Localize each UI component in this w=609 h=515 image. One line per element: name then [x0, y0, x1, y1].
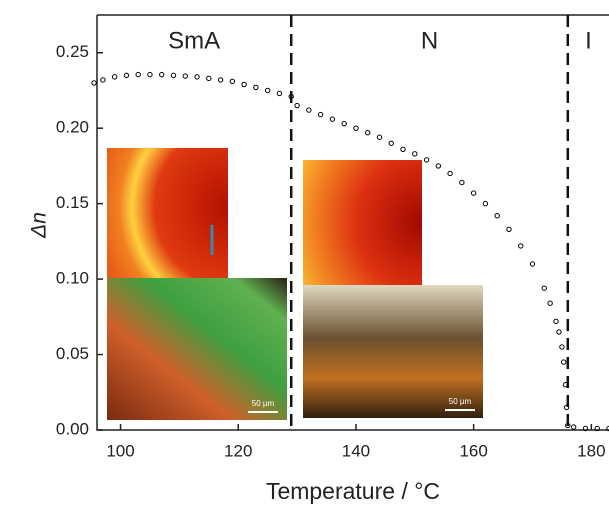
data-point	[136, 72, 140, 76]
data-point	[424, 158, 428, 162]
data-point	[295, 103, 299, 107]
data-point	[330, 117, 334, 121]
x-axis-label: Temperature / °C	[266, 478, 440, 504]
data-point	[254, 85, 258, 89]
data-point	[277, 91, 281, 95]
x-tick-label: 140	[342, 441, 370, 460]
data-point	[92, 81, 96, 85]
insets: 50 µm 50 µm	[107, 148, 483, 420]
phase-label: SmA	[168, 27, 220, 54]
data-point	[171, 73, 175, 77]
data-point	[124, 73, 128, 77]
data-point	[495, 214, 499, 218]
xrd-image	[107, 148, 228, 278]
data-point	[542, 286, 546, 290]
data-point	[318, 112, 322, 116]
y-tick-label: 0.10	[56, 269, 89, 288]
data-point	[342, 121, 346, 125]
data-point	[530, 262, 534, 266]
phase-label: N	[421, 27, 438, 54]
phase-label: I	[585, 27, 592, 54]
data-point	[401, 147, 405, 151]
data-point	[483, 201, 487, 205]
data-point	[112, 75, 116, 79]
x-tick-label: 160	[459, 441, 487, 460]
data-point	[471, 191, 475, 195]
data-point	[366, 131, 370, 135]
data-point	[207, 76, 211, 80]
y-tick-label: 0.05	[56, 344, 89, 363]
data-point	[507, 227, 511, 231]
data-point	[557, 330, 561, 334]
data-point	[265, 88, 269, 92]
data-point	[377, 135, 381, 139]
data-point	[195, 75, 199, 79]
data-point	[218, 78, 222, 82]
scale-label: 50 µm	[449, 397, 472, 406]
y-tick-label: 0.20	[56, 118, 89, 137]
y-tick-label: 0.00	[56, 419, 89, 438]
x-tick-label: 180	[577, 441, 605, 460]
data-point	[413, 152, 417, 156]
data-point	[183, 74, 187, 78]
data-point	[561, 360, 565, 364]
data-point	[389, 141, 393, 145]
chart: 50 µm 50 µm Δn Temperature / °C 0.00 0.05…	[0, 0, 609, 510]
data-point	[242, 82, 246, 86]
x-tick-label: 120	[224, 441, 252, 460]
data-point	[571, 425, 575, 429]
data-point	[230, 79, 234, 83]
data-point	[448, 171, 452, 175]
x-tick-label: 100	[106, 441, 134, 460]
y-tick-label: 0.15	[56, 193, 89, 212]
y-tick-label: 0.25	[56, 42, 89, 61]
data-point	[519, 244, 523, 248]
data-point	[354, 126, 358, 130]
xrd-image	[303, 160, 422, 285]
y-axis-label: Δn	[28, 212, 51, 239]
data-point	[560, 345, 564, 349]
data-point	[548, 301, 552, 305]
data-point	[101, 78, 105, 82]
data-point	[554, 319, 558, 323]
data-point	[148, 72, 152, 76]
data-point	[307, 108, 311, 112]
data-point	[160, 72, 164, 76]
data-point	[436, 164, 440, 168]
data-point	[460, 180, 464, 184]
scale-label: 50 µm	[252, 399, 275, 408]
